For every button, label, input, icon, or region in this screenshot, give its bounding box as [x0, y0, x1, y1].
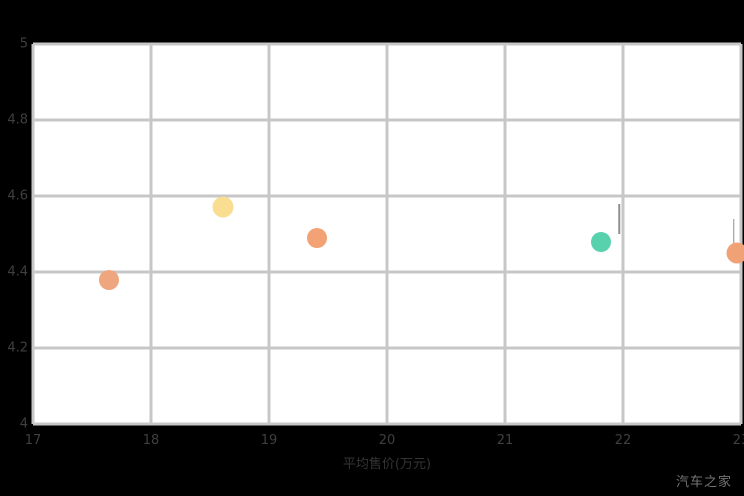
x-tick-label: 18 — [142, 433, 160, 448]
vertical-gridline — [503, 44, 507, 424]
scatter-point[interactable] — [98, 269, 119, 290]
vertical-gridline — [31, 44, 35, 424]
horizontal-gridline — [33, 346, 741, 350]
leader-line — [618, 203, 621, 234]
y-tick-label: 4.8 — [7, 112, 28, 128]
x-axis-title: 平均售价(万元) — [342, 457, 432, 472]
leader-line — [733, 218, 735, 246]
horizontal-gridline — [33, 422, 741, 426]
scatter-point[interactable] — [307, 227, 328, 248]
x-tick-label: 21 — [496, 433, 514, 448]
scatter-point[interactable] — [212, 196, 234, 218]
x-tick-label: 19 — [260, 433, 278, 448]
y-tick-label: 4 — [19, 416, 28, 432]
plot-area — [31, 42, 744, 426]
x-tick-label: 23 — [732, 433, 744, 448]
vertical-gridline — [739, 44, 743, 424]
x-tick-label: 22 — [614, 433, 632, 448]
scatter-point[interactable] — [590, 231, 611, 252]
y-tick-label: 4.6 — [7, 188, 28, 204]
vertical-gridline — [621, 44, 625, 424]
vertical-gridline — [267, 44, 271, 424]
x-tick-label: 17 — [24, 433, 42, 448]
horizontal-gridline — [33, 118, 741, 122]
scatter-point[interactable] — [726, 242, 744, 264]
vertical-gridline — [149, 44, 153, 424]
y-tick-label: 4.2 — [7, 340, 28, 356]
watermark-logo: 汽车之家 — [675, 475, 732, 490]
horizontal-gridline — [33, 194, 741, 198]
y-tick-label: 5 — [19, 36, 28, 52]
vertical-gridline — [385, 44, 389, 424]
x-tick-label: 20 — [378, 433, 396, 448]
horizontal-gridline — [33, 270, 741, 274]
horizontal-gridline — [33, 42, 741, 46]
y-tick-label: 4.4 — [7, 264, 28, 280]
